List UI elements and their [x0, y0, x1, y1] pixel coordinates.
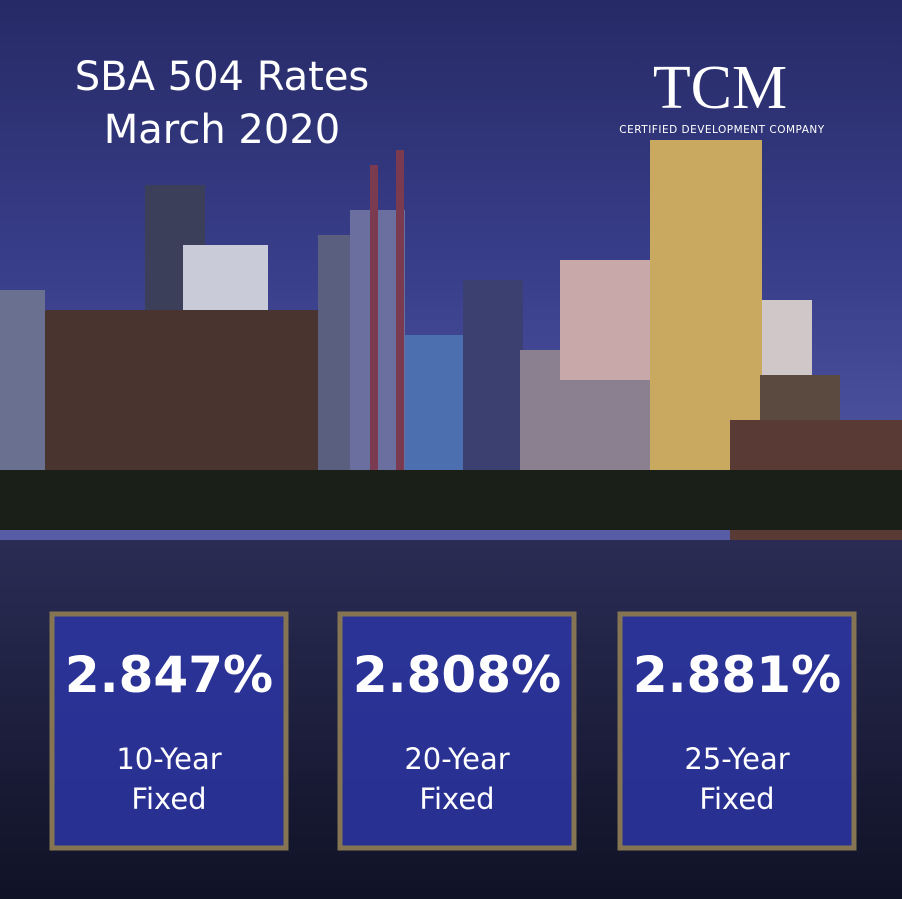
rate-label: Fixed	[419, 782, 494, 816]
rate-card	[49, 611, 289, 851]
logo-mark: TCM	[653, 54, 787, 122]
title-line: SBA 504 Rates	[75, 54, 370, 100]
rate-card	[617, 611, 857, 851]
rate-label: Fixed	[699, 782, 774, 816]
skyline	[0, 140, 902, 540]
rate-label: Fixed	[131, 782, 206, 816]
rate-value: 2.881%	[633, 646, 841, 704]
rate-card	[337, 611, 577, 851]
rate-label: 10-Year	[116, 742, 221, 776]
rate-value: 2.808%	[353, 646, 561, 704]
rate-cards: 2.847% 10-Year Fixed 2.808% 20-Year Fixed 2.88…	[49, 611, 857, 851]
rate-value: 2.847%	[65, 646, 273, 704]
title-line: March 2020	[104, 107, 340, 153]
logo-tagline: CERTIFIED DEVELOPMENT COMPANY	[619, 124, 824, 136]
rate-label: 20-Year	[404, 742, 509, 776]
rate-label: 25-Year	[684, 742, 789, 776]
